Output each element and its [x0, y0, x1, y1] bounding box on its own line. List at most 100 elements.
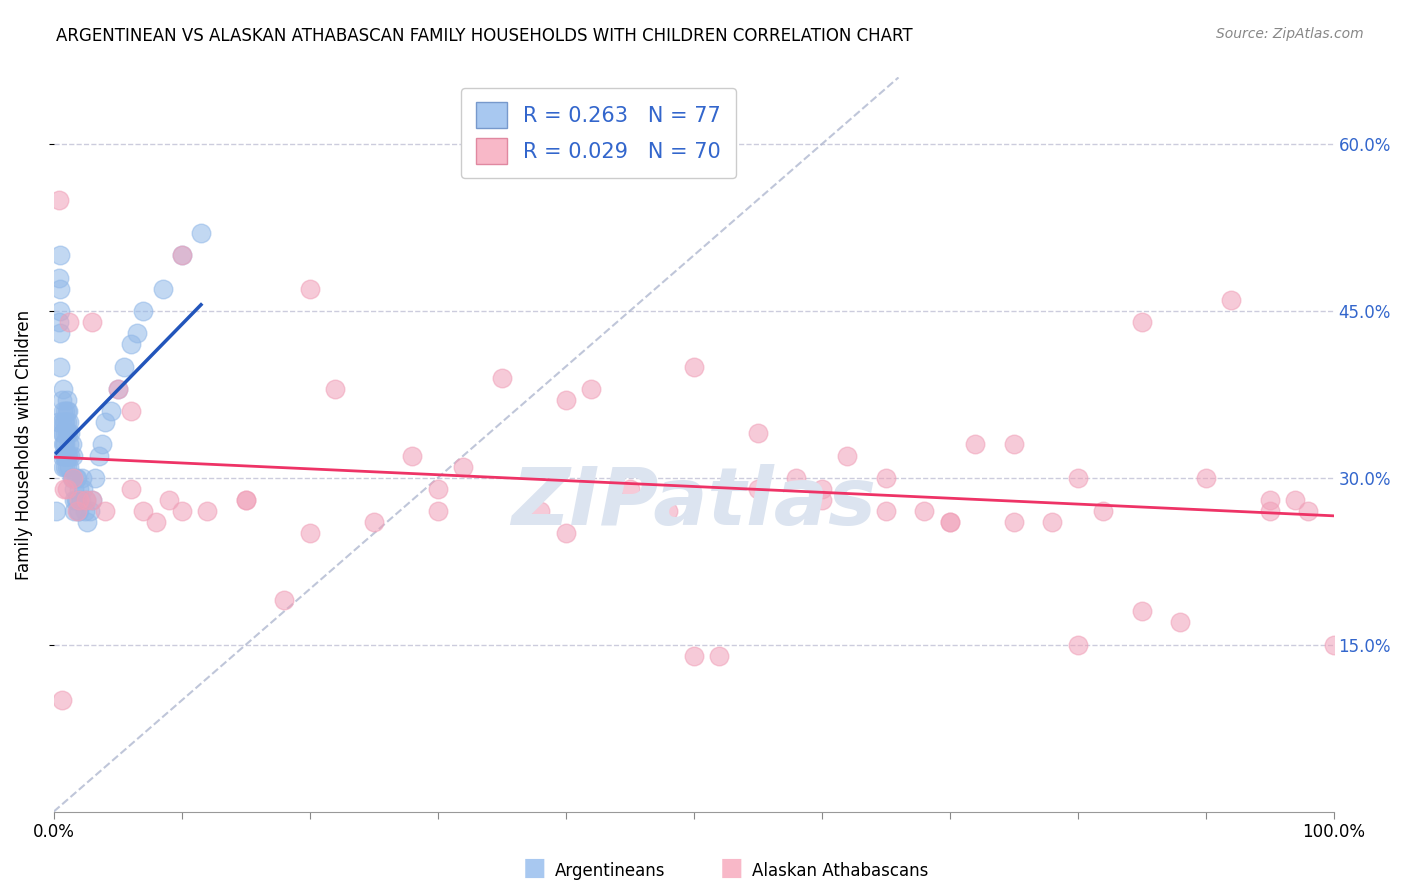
Point [48, 315, 70, 329]
Point [52, 426, 75, 441]
Point [53, 415, 76, 429]
Text: ■: ■ [523, 856, 546, 880]
Point [49, 304, 72, 318]
Point [912, 504, 935, 518]
Point [59, 449, 82, 463]
Point [62, 471, 84, 485]
Point [49, 282, 72, 296]
Point [1258, 493, 1281, 508]
Point [56, 449, 79, 463]
Point [48, 193, 70, 207]
Point [66, 471, 89, 485]
Point [197, 504, 219, 518]
Point [56, 426, 79, 441]
Text: ARGENTINEAN VS ALASKAN ATHABASCAN FAMILY HOUSEHOLDS WITH CHILDREN CORRELATION CH: ARGENTINEAN VS ALASKAN ATHABASCAN FAMILY… [56, 27, 912, 45]
Point [69, 493, 91, 508]
Point [63, 482, 86, 496]
Point [938, 516, 960, 530]
Point [55, 426, 77, 441]
Point [55, 459, 77, 474]
Point [60, 437, 83, 451]
Point [190, 226, 212, 240]
Point [53, 437, 76, 451]
Point [1258, 504, 1281, 518]
Point [51, 426, 73, 441]
Text: Alaskan Athabascans: Alaskan Athabascans [752, 863, 928, 880]
Point [67, 493, 90, 508]
Point [401, 449, 423, 463]
Point [75, 493, 97, 508]
Point [55, 392, 77, 407]
Point [53, 426, 76, 441]
Point [87, 449, 110, 463]
Point [132, 304, 155, 318]
Point [170, 248, 193, 262]
Point [298, 282, 321, 296]
Point [273, 593, 295, 607]
Point [72, 482, 94, 496]
Point [325, 382, 347, 396]
Point [58, 437, 80, 451]
Point [67, 504, 90, 518]
Point [112, 359, 135, 374]
Point [170, 504, 193, 518]
Point [82, 493, 104, 508]
Point [1040, 516, 1063, 530]
Point [48, 270, 70, 285]
Point [107, 382, 129, 396]
Point [53, 482, 76, 496]
Point [55, 449, 77, 463]
Point [62, 471, 84, 485]
Point [581, 382, 603, 396]
Point [53, 459, 76, 474]
Point [58, 315, 80, 329]
Point [45, 504, 67, 518]
Point [125, 326, 148, 341]
Point [170, 248, 193, 262]
Point [83, 471, 105, 485]
Point [55, 404, 77, 418]
Text: ■: ■ [720, 856, 742, 880]
Point [1066, 471, 1088, 485]
Point [1130, 604, 1153, 618]
Point [51, 392, 73, 407]
Point [52, 459, 75, 474]
Point [62, 449, 84, 463]
Point [363, 516, 385, 530]
Point [76, 516, 98, 530]
Point [75, 493, 97, 508]
Point [49, 248, 72, 262]
Y-axis label: Family Households with Children: Family Households with Children [15, 310, 32, 580]
Point [1002, 516, 1025, 530]
Text: Argentineans: Argentineans [555, 863, 666, 880]
Point [53, 449, 76, 463]
Point [747, 482, 769, 496]
Point [235, 493, 257, 508]
Point [52, 404, 75, 418]
Point [491, 370, 513, 384]
Point [837, 449, 859, 463]
Point [94, 504, 117, 518]
Point [682, 648, 704, 663]
Point [938, 516, 960, 530]
Point [51, 693, 73, 707]
Point [53, 415, 76, 429]
Legend: R = 0.263   N = 77, R = 0.029   N = 70: R = 0.263 N = 77, R = 0.029 N = 70 [461, 87, 735, 178]
Point [1002, 437, 1025, 451]
Point [73, 504, 96, 518]
Point [58, 415, 80, 429]
Point [65, 493, 87, 508]
Point [709, 648, 731, 663]
Point [107, 382, 129, 396]
Point [426, 482, 449, 496]
Point [46, 415, 69, 429]
Point [70, 471, 93, 485]
Point [53, 437, 76, 451]
Point [554, 392, 576, 407]
Text: ZIPatlas: ZIPatlas [512, 464, 876, 542]
Point [120, 337, 142, 351]
Point [66, 504, 89, 518]
Point [747, 426, 769, 441]
Point [52, 437, 75, 451]
Text: Source: ZipAtlas.com: Source: ZipAtlas.com [1216, 27, 1364, 41]
